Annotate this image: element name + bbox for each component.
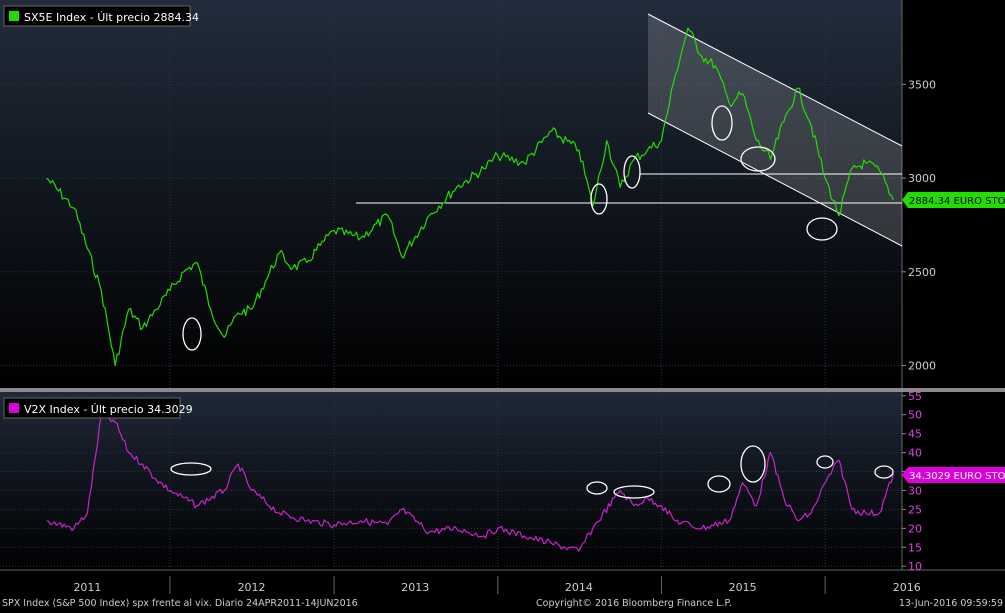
y-tick-label: 3500 — [908, 78, 936, 91]
v2x-tag-text: 34.3029 EURO STOX — [909, 471, 1005, 482]
annotation-ellipse — [586, 481, 608, 495]
annotation-ellipse — [740, 445, 766, 483]
x-tick-label: 2012 — [238, 581, 266, 594]
x-tick-label: 2015 — [729, 581, 757, 594]
y-tick-label: 40 — [908, 447, 922, 460]
v2x-legend-box — [3, 397, 181, 419]
y-tick-label: 55 — [908, 390, 922, 403]
y-tick-label: 50 — [908, 409, 922, 422]
sx5e-legend-text: SX5E Index - Últ precio 2884.34 — [24, 11, 199, 24]
annotation-ellipse — [874, 465, 894, 479]
v2x-series-line — [46, 413, 894, 552]
annotation-ellipse — [806, 217, 838, 241]
channel-upper-line — [647, 13, 903, 147]
y-tick-label: 30 — [908, 484, 922, 497]
y-tick-label: 2000 — [908, 360, 936, 373]
v2x-legend-swatch — [9, 403, 19, 413]
y-tick-label: 15 — [908, 541, 922, 554]
sx5e-legend-box — [3, 5, 191, 27]
footer-center: Copyright© 2016 Bloomberg Finance L.P. — [536, 598, 732, 609]
y-tick-label: 45 — [908, 428, 922, 441]
annotation-ellipse — [711, 105, 733, 141]
trend-channel — [648, 14, 902, 246]
sx5e-series-line — [46, 27, 894, 367]
y-tick-label: 20 — [908, 522, 922, 535]
channel-lower-line — [647, 112, 903, 247]
y-tick-label: 3000 — [908, 172, 936, 185]
x-tick-label: 2013 — [401, 581, 429, 594]
bottom-annotations — [170, 445, 894, 499]
y-tick-label: 2500 — [908, 266, 936, 279]
annotation-ellipse — [816, 455, 834, 469]
panel-separator — [0, 388, 1005, 392]
footer-left: SPX Index (S&P 500 Index) spx frente al … — [2, 598, 358, 609]
sx5e-legend-swatch — [9, 11, 19, 21]
y-tick-label: 10 — [908, 560, 922, 573]
x-axis-labels: 2011 2012 2013 2014 2015 2016 — [73, 576, 921, 594]
top-annotations — [182, 105, 838, 351]
x-tick-label: 2014 — [565, 581, 593, 594]
y-tick-label: 25 — [908, 503, 922, 516]
annotation-ellipse — [170, 462, 212, 476]
annotation-ellipse — [613, 485, 655, 499]
sx5e-tag-shape — [902, 192, 1005, 208]
top-axis-ticks: 2000 2500 3000 3500 — [902, 78, 936, 373]
footer-right: 13-Jun-2016 09:59:59 — [899, 598, 1003, 609]
v2x-legend: V2X Index - Últ precio 34.3029 — [3, 397, 193, 419]
annotation-ellipse — [590, 183, 608, 215]
x-tick-label: 2011 — [73, 581, 101, 594]
bottom-panel-background — [0, 392, 902, 570]
annotation-ellipse — [707, 475, 731, 493]
top-panel-background — [0, 0, 902, 388]
annotation-ellipse — [623, 155, 641, 189]
v2x-tag-shape — [902, 467, 1005, 483]
v2x-last-value-tag: 34.3029 EURO STOX — [902, 467, 1005, 483]
x-tick-label: 2016 — [893, 581, 921, 594]
sx5e-tag-text: 2884.34 EURO STOX — [909, 196, 1005, 207]
top-grid — [0, 83, 902, 367]
annotation-ellipse — [740, 146, 776, 172]
sx5e-last-value-tag: 2884.34 EURO STOX — [902, 192, 1005, 208]
sx5e-legend: SX5E Index - Últ precio 2884.34 — [3, 5, 199, 27]
annotation-ellipse — [182, 317, 202, 351]
v2x-legend-text: V2X Index - Últ precio 34.3029 — [24, 403, 193, 416]
